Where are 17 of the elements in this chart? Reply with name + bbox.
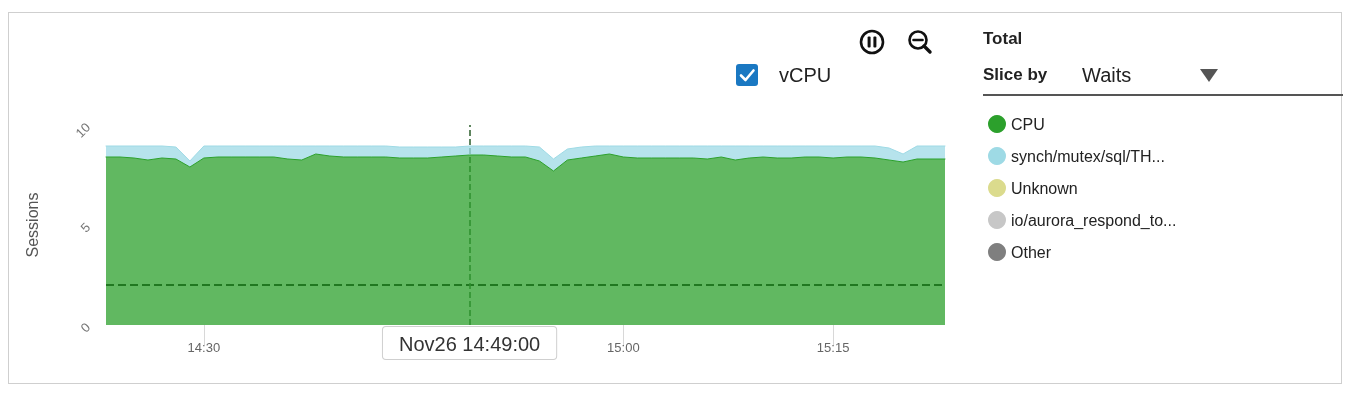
- legend-label: synch/mutex/sql/TH...: [1011, 147, 1165, 165]
- y-axis-title: Sessions: [23, 192, 41, 258]
- y-tick-label: 5: [77, 219, 94, 236]
- text: Slice by: [983, 65, 1048, 84]
- legend-label: Other: [1011, 243, 1052, 261]
- legend-label: io/aurora_respond_to...: [1011, 211, 1177, 230]
- x-tick-label: 15:00: [607, 340, 640, 355]
- y-tick-label: 10: [72, 119, 94, 141]
- ref-line-label: Nov26 14:49:00: [398, 333, 541, 355]
- legend-label: Unknown: [1011, 179, 1078, 197]
- text: vCPU: [779, 64, 832, 86]
- text: Waits: [1082, 64, 1132, 86]
- x-tick-label: 14:30: [187, 340, 221, 355]
- y-tick-label: 0: [77, 319, 94, 336]
- legend-label: CPU: [1011, 115, 1045, 133]
- legend-title: Total: [983, 29, 1023, 48]
- x-tick-label: 15:15: [816, 340, 850, 355]
